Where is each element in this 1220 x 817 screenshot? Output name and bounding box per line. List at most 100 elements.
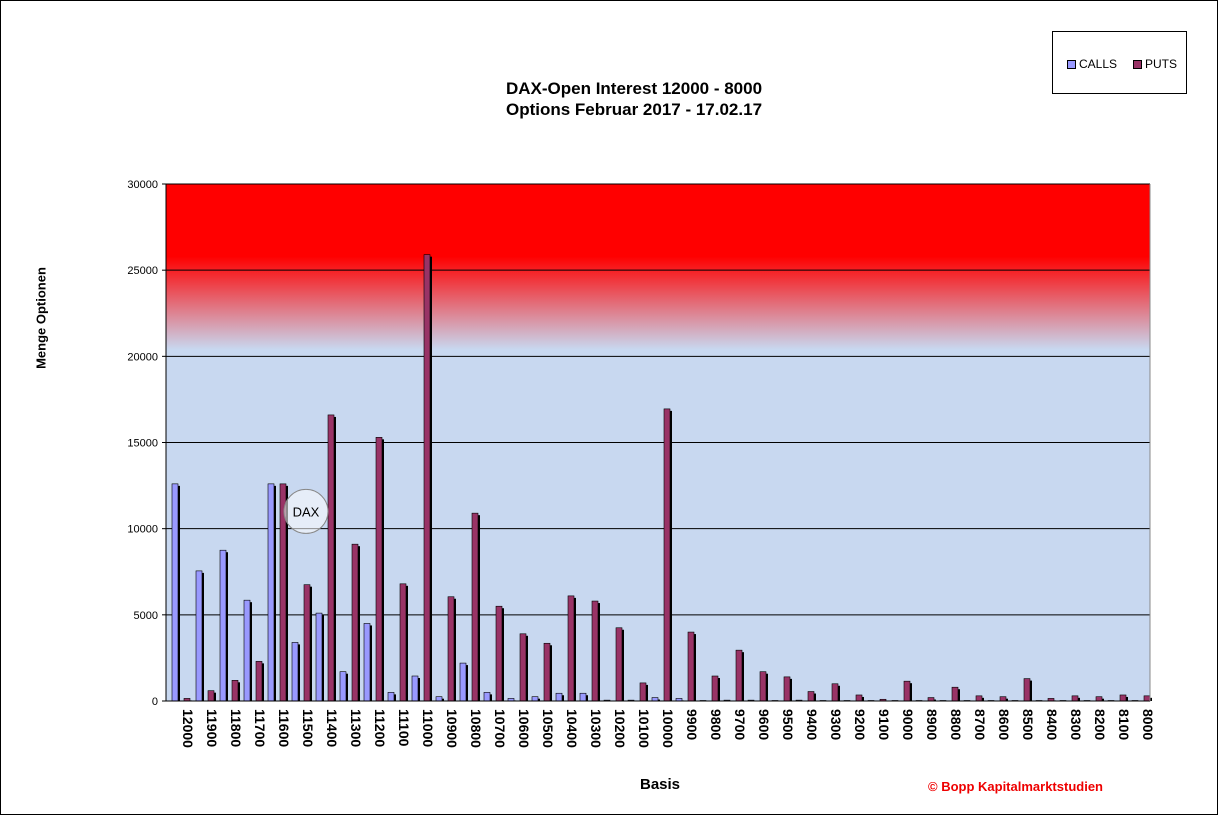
y-tick-label: 0 bbox=[152, 696, 158, 708]
tick-labels: 0 5000 10000 15000 20000 25000 30000 12000 11900… bbox=[127, 179, 1156, 748]
bar-shadow bbox=[958, 689, 960, 701]
bar-puts-11500 bbox=[303, 584, 311, 702]
bar-puts-10600 bbox=[519, 633, 527, 702]
x-tick-label: 10000 bbox=[660, 709, 676, 748]
bar-shadow bbox=[250, 602, 252, 701]
bar-shadow bbox=[862, 696, 864, 701]
x-tick-label: 10900 bbox=[444, 709, 460, 748]
dax-marker bbox=[283, 488, 329, 534]
x-tick-label: 11800 bbox=[228, 709, 244, 747]
x-tick-label: 8500 bbox=[1020, 709, 1036, 740]
bar-shadow bbox=[394, 694, 396, 701]
bar-calls-11600 bbox=[267, 483, 275, 702]
bar-shadow bbox=[502, 608, 504, 701]
bar-calls-10000 bbox=[651, 697, 659, 702]
bar-shadow bbox=[646, 684, 648, 701]
y-tick-label: 30000 bbox=[127, 179, 158, 191]
bar-puts-8200 bbox=[1095, 696, 1103, 702]
bar-calls-11100 bbox=[387, 692, 395, 702]
x-tick-label: 11000 bbox=[420, 709, 436, 747]
bar-shadow bbox=[478, 515, 480, 701]
bar-shadow bbox=[214, 692, 216, 701]
bar-shadow bbox=[742, 652, 744, 701]
bar-shadow bbox=[382, 439, 384, 701]
bar-shadow bbox=[766, 673, 768, 701]
bar-calls-10700 bbox=[483, 692, 491, 702]
legend-swatch-calls bbox=[1067, 59, 1076, 69]
bar-shadow bbox=[274, 485, 276, 701]
bar-shadow bbox=[442, 698, 444, 701]
x-tick-label: 9700 bbox=[732, 709, 748, 740]
bar-puts-8300 bbox=[1071, 695, 1079, 702]
x-tick-label: 10100 bbox=[636, 709, 652, 748]
bar-shadow bbox=[202, 572, 204, 701]
bar-calls-11500 bbox=[291, 642, 299, 702]
bar-puts-11300 bbox=[351, 543, 359, 702]
bar-puts-10900 bbox=[447, 596, 455, 702]
x-tick-label: 10300 bbox=[588, 709, 604, 748]
x-tick-label: 8200 bbox=[1092, 709, 1108, 740]
bar-puts-11000 bbox=[423, 254, 431, 702]
bar-shadow bbox=[418, 678, 420, 701]
bar-shadow bbox=[334, 416, 336, 701]
bar-shadow bbox=[934, 699, 936, 701]
bar-puts-11700 bbox=[255, 661, 263, 702]
x-tick-label: 10700 bbox=[492, 709, 508, 748]
bar-calls-11200 bbox=[363, 623, 371, 702]
bar-puts-11200 bbox=[375, 437, 383, 702]
x-tick-label: 8400 bbox=[1044, 709, 1060, 740]
bar-calls-10500 bbox=[531, 696, 539, 702]
x-tick-label: 11900 bbox=[204, 709, 220, 747]
bar-calls-11000 bbox=[411, 675, 419, 702]
y-tick-label: 20000 bbox=[127, 351, 158, 363]
bar-puts-10400 bbox=[567, 595, 575, 702]
x-tick-label: 10800 bbox=[468, 709, 484, 748]
bar-shadow bbox=[622, 629, 624, 701]
x-tick-label: 11100 bbox=[396, 709, 412, 747]
x-tick-label: 10200 bbox=[612, 709, 628, 748]
bar-shadow bbox=[658, 699, 660, 701]
bar-shadow bbox=[370, 625, 372, 701]
bar-shadow bbox=[562, 695, 564, 701]
bar-shadow bbox=[490, 694, 492, 701]
bar-shadow bbox=[694, 634, 696, 701]
bar-shadow bbox=[586, 695, 588, 701]
bar-shadow bbox=[178, 485, 180, 701]
legend-label-puts: PUTS bbox=[1145, 57, 1178, 71]
bar-puts-10300 bbox=[591, 600, 599, 702]
bar-puts-8000 bbox=[1143, 695, 1151, 702]
annotations: DAX bbox=[283, 488, 329, 534]
bar-shadow bbox=[310, 586, 312, 701]
bar-calls-11800 bbox=[219, 549, 227, 702]
legend-swatch-puts bbox=[1133, 59, 1142, 69]
bar-calls-10800 bbox=[459, 662, 467, 702]
bar-puts-9400 bbox=[807, 691, 815, 702]
x-tick-label: 8600 bbox=[996, 709, 1012, 740]
bar-shadow bbox=[574, 597, 576, 701]
x-tick-label: 11400 bbox=[324, 709, 340, 747]
bar-shadow bbox=[814, 693, 816, 701]
bar-puts-9300 bbox=[831, 683, 839, 702]
bar-puts-8700 bbox=[975, 695, 983, 702]
x-tick-label: 9900 bbox=[684, 709, 700, 740]
bar-shadow bbox=[1078, 697, 1080, 701]
bar-shadow bbox=[226, 552, 228, 701]
bar-shadow bbox=[298, 644, 300, 701]
bar-puts-10000 bbox=[663, 408, 671, 702]
bar-shadow bbox=[550, 645, 552, 701]
bar-puts-9500 bbox=[783, 676, 791, 702]
bar-calls-11700 bbox=[243, 599, 251, 702]
x-tick-label: 11600 bbox=[276, 709, 292, 747]
bar-puts-9600 bbox=[759, 671, 767, 702]
bar-shadow bbox=[838, 685, 840, 701]
bar-puts-9800 bbox=[711, 675, 719, 702]
bar-shadow bbox=[322, 615, 324, 701]
x-tick-label: 10500 bbox=[540, 709, 556, 748]
bar-puts-9900 bbox=[687, 631, 695, 702]
x-tick-label: 11700 bbox=[252, 709, 268, 747]
bar-shadow bbox=[1030, 680, 1032, 701]
bar-shadow bbox=[1126, 696, 1128, 701]
bar-puts-9700 bbox=[735, 649, 743, 702]
